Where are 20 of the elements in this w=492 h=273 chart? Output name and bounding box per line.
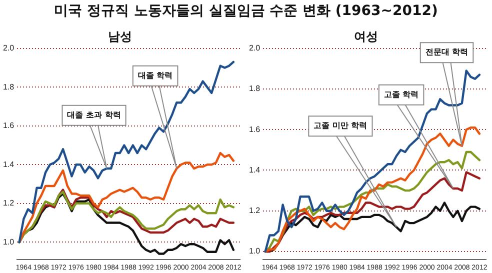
annotation: 대졸 학력: [138, 70, 173, 80]
chart-subtitle: 남성: [108, 29, 132, 44]
y-tick-label: 1.6: [2, 121, 15, 130]
annotation: 고졸 학력: [384, 90, 419, 99]
y-tick-label: 1.6: [248, 124, 261, 134]
y-tick-label: 1.0: [248, 246, 261, 256]
annotation: 대졸 초과 학력: [67, 110, 121, 120]
y-tick-label: 1.4: [2, 160, 15, 169]
annotation: 고졸 미만 학력: [314, 121, 368, 130]
y-tick-label: 2.0: [2, 44, 15, 53]
chart-title: 미국 정규직 노동자들의 실질임금 수준 변화 (1963~2012): [53, 2, 439, 20]
y-tick-label: 1.2: [2, 198, 15, 208]
annotation: 전문대 학력: [425, 48, 468, 57]
y-tick-label: 1.8: [248, 84, 261, 94]
y-tick-label: 1.2: [248, 206, 261, 216]
y-tick-label: 2.0: [248, 44, 261, 53]
y-tick-label: 1.4: [248, 165, 261, 174]
y-tick-label: 1.8: [2, 82, 15, 92]
chart-title: 여성: [354, 29, 378, 44]
y-tick-label: 1.0: [2, 237, 15, 246]
